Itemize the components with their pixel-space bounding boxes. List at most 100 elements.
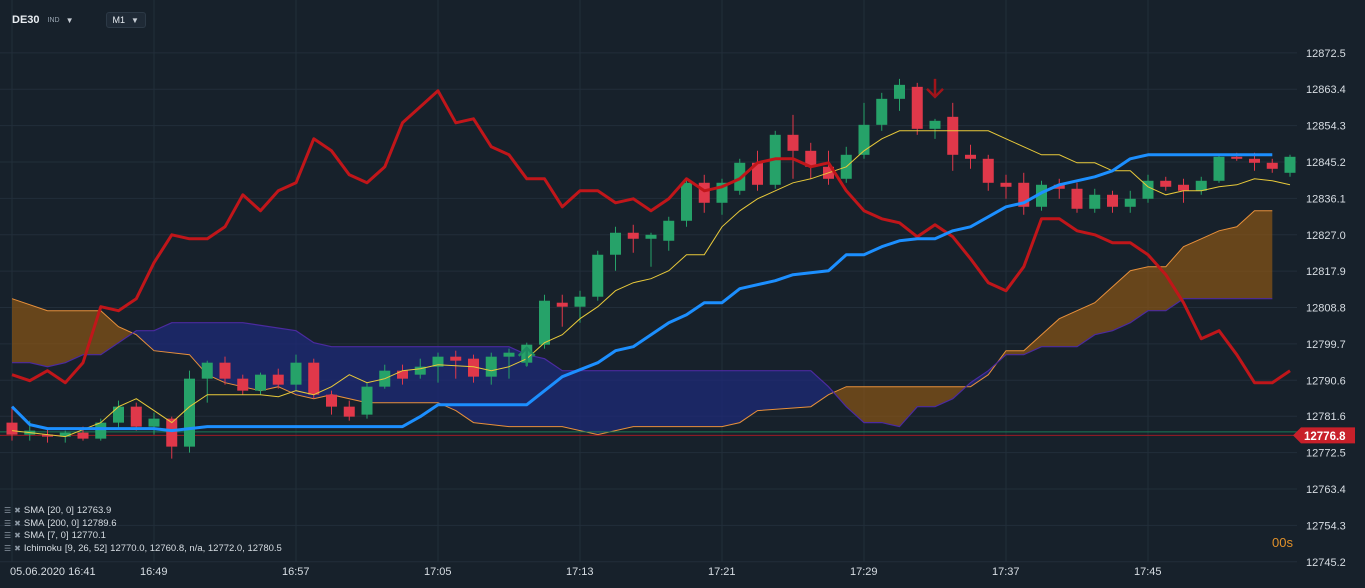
indicator-value: 12789.6: [82, 517, 117, 529]
candle[interactable]: [947, 116, 959, 155]
candle[interactable]: [681, 182, 692, 221]
y-tick-label: 12754.3: [1306, 520, 1346, 532]
candle[interactable]: [290, 362, 302, 385]
candle[interactable]: [734, 162, 746, 191]
candle[interactable]: [1231, 156, 1243, 159]
candle[interactable]: [539, 300, 550, 345]
candle[interactable]: [326, 394, 337, 407]
menu-icon[interactable]: ☰: [4, 506, 12, 515]
menu-icon[interactable]: ☰: [4, 531, 12, 540]
candle[interactable]: [610, 232, 621, 255]
candle[interactable]: [1284, 156, 1296, 173]
close-icon[interactable]: ✖: [14, 518, 21, 528]
close-icon[interactable]: ✖: [14, 506, 21, 515]
candle[interactable]: [592, 254, 604, 297]
candle[interactable]: [308, 362, 320, 395]
candle[interactable]: [805, 150, 817, 167]
y-tick-label: 12808.8: [1306, 303, 1346, 315]
candle[interactable]: [1107, 194, 1118, 207]
candle[interactable]: [1000, 182, 1012, 187]
x-tick-label: 17:45: [1134, 566, 1162, 578]
candle[interactable]: [6, 422, 18, 435]
indicator-name: SMA: [23, 505, 45, 516]
y-tick-label: 12763.4: [1306, 484, 1346, 496]
candle[interactable]: [432, 356, 444, 367]
candle[interactable]: [1089, 194, 1101, 209]
candle[interactable]: [716, 182, 728, 203]
x-tick-label: 05.06.2020 16:41: [10, 566, 96, 578]
candle[interactable]: [130, 406, 142, 427]
indicator-params: [7, 0]: [47, 530, 69, 541]
candle[interactable]: [414, 366, 426, 375]
candle[interactable]: [894, 84, 905, 99]
indicator-params: [9, 26, 52]: [64, 542, 108, 554]
candle[interactable]: [965, 154, 976, 159]
candle[interactable]: [1142, 180, 1154, 199]
candle[interactable]: [627, 232, 639, 239]
candle[interactable]: [361, 386, 373, 415]
candle[interactable]: [42, 434, 53, 437]
candle[interactable]: [95, 422, 107, 439]
candle[interactable]: [1124, 198, 1136, 207]
candle[interactable]: [77, 432, 89, 439]
candle[interactable]: [929, 120, 941, 129]
candle[interactable]: [1036, 184, 1047, 207]
timeframe-label: M1: [112, 15, 126, 25]
candle[interactable]: [450, 356, 462, 361]
candle[interactable]: [787, 134, 799, 151]
candle[interactable]: [148, 418, 160, 427]
candle[interactable]: [1071, 188, 1083, 209]
candle[interactable]: [1053, 184, 1065, 189]
candle[interactable]: [1160, 180, 1172, 187]
close-icon[interactable]: ✖: [14, 531, 21, 540]
candle[interactable]: [166, 418, 178, 447]
close-icon[interactable]: ✖: [14, 543, 21, 553]
candle[interactable]: [1213, 156, 1225, 181]
candle[interactable]: [1195, 180, 1207, 191]
candle[interactable]: [59, 432, 71, 437]
y-tick-label: 12827.0: [1306, 230, 1346, 242]
y-tick-label: 12854.3: [1306, 121, 1346, 133]
candle[interactable]: [1266, 162, 1278, 169]
y-tick-label: 12781.6: [1306, 411, 1346, 423]
candle[interactable]: [1249, 158, 1260, 163]
candle[interactable]: [184, 378, 195, 447]
candle[interactable]: [574, 296, 586, 307]
candle[interactable]: [663, 220, 675, 241]
y-tick-label: 12799.7: [1306, 339, 1346, 351]
symbol-dropdown-icon[interactable]: ▼: [65, 15, 74, 25]
price-axis-bg: [1297, 0, 1365, 588]
candle[interactable]: [1018, 182, 1030, 207]
timeframe-select[interactable]: M1 ▼: [105, 12, 146, 28]
candle[interactable]: [1178, 184, 1189, 191]
candle[interactable]: [858, 124, 870, 155]
candle[interactable]: [911, 86, 923, 129]
menu-icon[interactable]: ☰: [4, 518, 12, 528]
candle-countdown: 00s: [1272, 535, 1293, 550]
candle[interactable]: [556, 302, 568, 307]
candle[interactable]: [201, 362, 213, 379]
candle[interactable]: [982, 158, 994, 183]
current-price-label: 12776.8: [1304, 431, 1346, 443]
candle[interactable]: [485, 356, 497, 377]
candle[interactable]: [219, 362, 231, 379]
candle[interactable]: [255, 374, 266, 391]
candle[interactable]: [343, 406, 355, 417]
candle[interactable]: [876, 98, 888, 125]
symbol-name[interactable]: DE30: [12, 14, 40, 26]
candle[interactable]: [698, 182, 710, 203]
menu-icon[interactable]: ☰: [4, 543, 12, 553]
candle[interactable]: [503, 352, 515, 357]
candle[interactable]: [468, 358, 479, 377]
candle[interactable]: [113, 406, 124, 423]
candle[interactable]: [272, 374, 284, 385]
indicator-value: 12763.9: [76, 505, 112, 516]
candle[interactable]: [645, 234, 657, 239]
indicator-params: [20, 0]: [47, 505, 74, 516]
candle[interactable]: [237, 378, 249, 391]
symbol-toolbar: DE30 IND ▼ M1 ▼: [12, 12, 146, 28]
candle[interactable]: [397, 370, 408, 379]
legend-row: ☰ ✖ SMA [7, 0] 12770.1: [4, 530, 282, 543]
candle[interactable]: [752, 162, 763, 185]
